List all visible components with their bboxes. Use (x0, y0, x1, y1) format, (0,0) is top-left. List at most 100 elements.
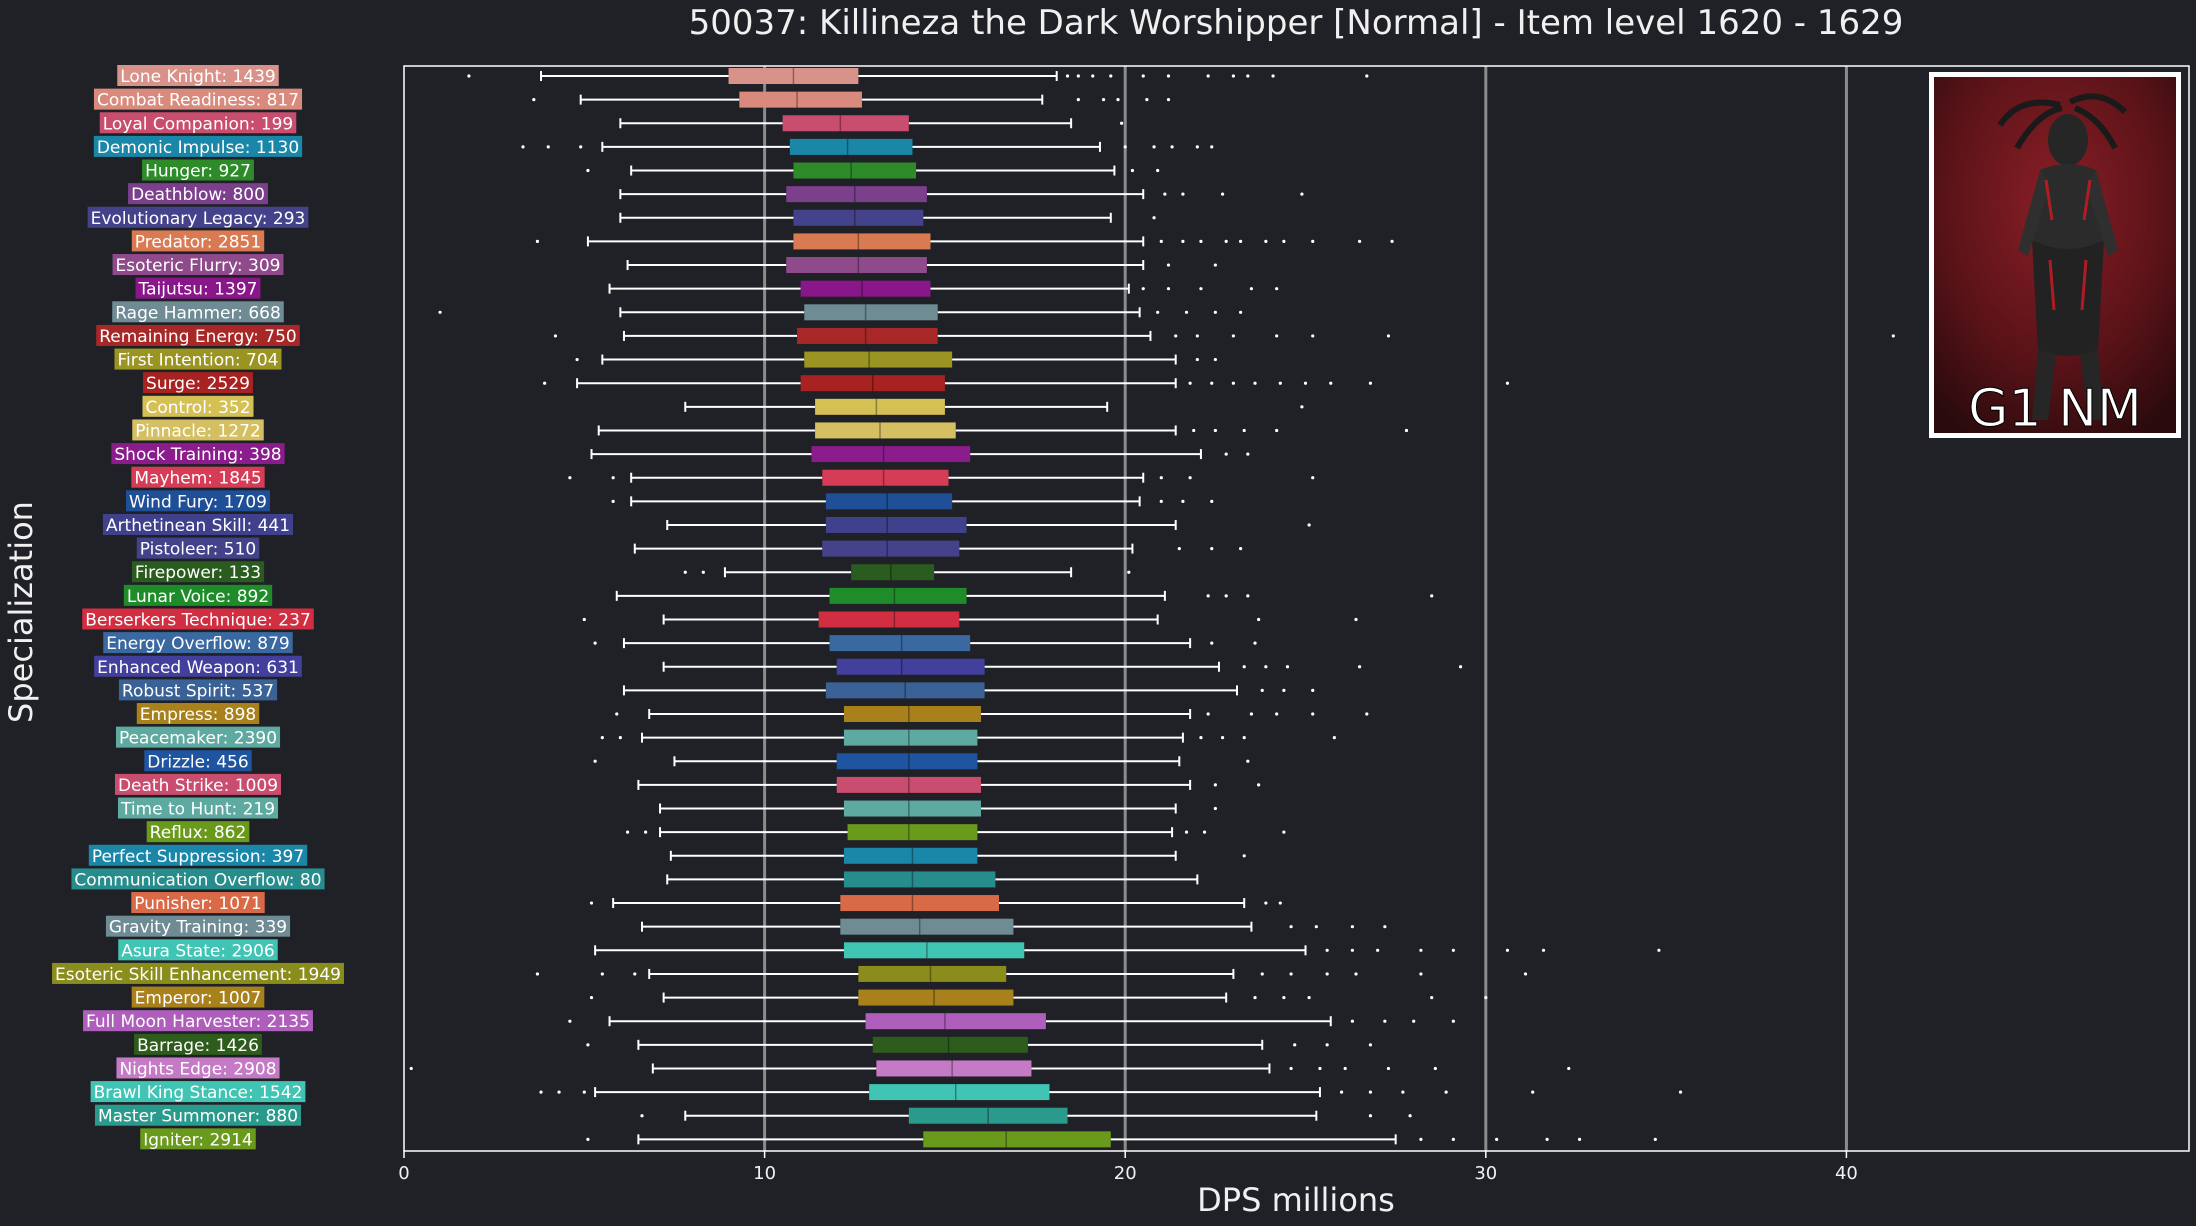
box-row (684, 398, 1304, 415)
label-background (105, 915, 291, 937)
box-row (582, 611, 1358, 628)
outlier-point (640, 1114, 644, 1118)
outlier-point (1206, 74, 1210, 78)
outlier-point (568, 476, 572, 480)
iqr-box (797, 327, 938, 344)
label-background (126, 490, 270, 512)
outlier-point (535, 972, 540, 976)
boss-badge: G1 NM (1929, 72, 2181, 440)
label-background (111, 443, 285, 465)
label-text: Full Moon Harvester: 2135 (86, 1012, 310, 1032)
outlier-point (1354, 972, 1358, 976)
outlier-point (1239, 239, 1243, 244)
outlier-point (1224, 452, 1228, 456)
label-text: Firepower: 133 (135, 563, 261, 583)
y-tick-label: Firepower: 133 (131, 561, 265, 583)
outlier-point (1213, 263, 1217, 267)
outlier-point (1141, 74, 1145, 78)
outlier-point (1159, 499, 1163, 503)
label-text: Empress: 898 (140, 705, 256, 725)
label-background (93, 135, 303, 157)
iqr-box (840, 895, 999, 912)
iqr-box (923, 1131, 1111, 1148)
outlier-point (1195, 334, 1199, 338)
outlier-point (1231, 74, 1235, 78)
outlier-point (1390, 239, 1394, 244)
y-tick-label: Peacemaker: 2390 (115, 726, 281, 749)
label-background (99, 112, 297, 134)
outlier-point (1495, 1137, 1499, 1141)
box-row (438, 304, 1243, 321)
outlier-point (1220, 736, 1225, 740)
outlier-point (1210, 641, 1214, 645)
outlier-point (1300, 405, 1304, 409)
box-row (597, 422, 1409, 439)
y-axis-label: Specialization (2, 501, 40, 723)
label-background (112, 254, 284, 276)
outlier-point (1257, 617, 1261, 622)
outlier-point (1343, 1066, 1347, 1071)
outlier-point (1192, 428, 1196, 433)
outlier-point (1332, 736, 1336, 740)
label-background (131, 892, 265, 914)
outlier-point (521, 145, 525, 149)
outlier-point (1541, 948, 1546, 952)
outlier-point (1213, 310, 1217, 314)
outlier-point (1264, 665, 1268, 669)
x-tick-label: 10 (753, 1163, 776, 1184)
iqr-box (843, 871, 996, 888)
box-row (589, 989, 1488, 1006)
outlier-point (701, 570, 705, 574)
outlier-point (1202, 830, 1207, 834)
box-row (669, 847, 1246, 864)
outlier-point (1170, 145, 1174, 149)
outlier-point (1242, 665, 1246, 669)
box-row (641, 918, 1387, 935)
outlier-point (1358, 239, 1362, 244)
box-row (521, 138, 1214, 155)
outlier-point (1408, 1114, 1412, 1118)
outlier-point (611, 499, 615, 503)
outlier-point (1451, 1019, 1455, 1023)
iqr-box (843, 800, 981, 817)
y-tick-label: Igniter: 2914 (140, 1128, 256, 1150)
outlier-point (539, 1090, 543, 1094)
iqr-box (804, 304, 938, 321)
outlier-point (1091, 74, 1095, 78)
label-background (71, 868, 325, 890)
label-background (136, 537, 260, 559)
iqr-box (840, 918, 1014, 935)
y-tick-label: Nights Edge: 2908 (116, 1057, 280, 1079)
outlier-point (1181, 192, 1185, 196)
outlier-point (1213, 428, 1217, 433)
y-tick-label: Enhanced Weapon: 631 (94, 655, 302, 678)
outlier-point (1199, 287, 1203, 291)
iqr-box (782, 115, 909, 132)
outlier-point (568, 1019, 572, 1023)
label-background (103, 632, 293, 654)
outlier-point (1275, 712, 1279, 716)
y-tick-label: Master Summoner: 880 (94, 1104, 302, 1127)
label-text: First Intention: 704 (117, 351, 278, 371)
label-text: Esoteric Flurry: 309 (116, 256, 281, 276)
outlier-point (1120, 121, 1124, 125)
outlier-point (1386, 1066, 1391, 1071)
outlier-point (1174, 334, 1178, 338)
box-row (611, 493, 1214, 510)
label-text: Brawl King Stance: 1542 (94, 1083, 303, 1103)
iqr-box (865, 1013, 1046, 1030)
outlier-point (1145, 98, 1149, 102)
y-tick-label: Esoteric Flurry: 309 (112, 254, 284, 276)
outlier-point (1249, 712, 1254, 716)
outlier-point (1289, 1066, 1293, 1071)
outlier-point (1430, 594, 1434, 598)
y-tick-label: Rage Hammer: 668 (112, 301, 284, 323)
label-background (136, 703, 260, 725)
y-tick-label: Loyal Companion: 199 (99, 112, 297, 134)
y-tick-label: Full Moon Harvester: 2135 (83, 1010, 313, 1032)
label-text: Remaining Energy: 750 (99, 327, 297, 347)
label-background (112, 301, 284, 323)
box-row (586, 162, 1160, 179)
outlier-point (575, 357, 579, 362)
